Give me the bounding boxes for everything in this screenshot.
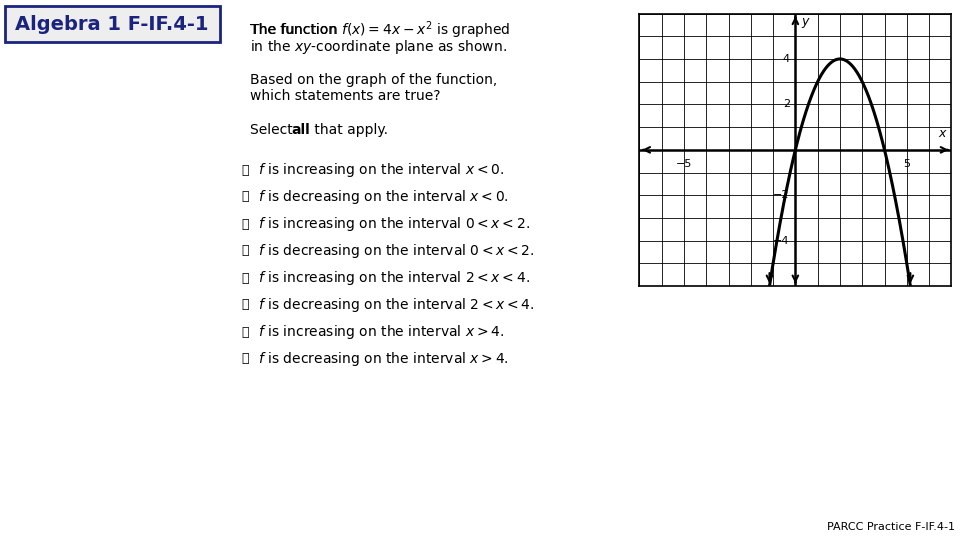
Text: in the $xy$-coordinate plane as shown.: in the $xy$-coordinate plane as shown. [250, 38, 507, 56]
Text: PARCC Practice F-IF.4-1: PARCC Practice F-IF.4-1 [827, 522, 955, 532]
FancyBboxPatch shape [5, 6, 220, 42]
Text: that apply.: that apply. [310, 123, 388, 137]
Text: $f$ is increasing on the interval $0 < x < 2$.: $f$ is increasing on the interval $0 < x… [258, 215, 530, 233]
Text: Ⓔ: Ⓔ [241, 272, 249, 285]
Text: Based on the graph of the function,: Based on the graph of the function, [250, 73, 497, 87]
Text: −4: −4 [774, 236, 790, 246]
Text: which statements are true?: which statements are true? [250, 89, 441, 103]
Text: Algebra 1 F-IF.4-1: Algebra 1 F-IF.4-1 [15, 15, 208, 33]
Text: 2: 2 [782, 99, 790, 110]
Text: $x$: $x$ [938, 126, 948, 140]
Text: $y$: $y$ [801, 16, 811, 30]
Text: $f$ is increasing on the interval $x > 4$.: $f$ is increasing on the interval $x > 4… [258, 323, 504, 341]
Text: $f$ is decreasing on the interval $2 < x < 4$.: $f$ is decreasing on the interval $2 < x… [258, 296, 535, 314]
Text: The function: The function [250, 23, 341, 37]
Text: Ⓐ: Ⓐ [241, 164, 249, 177]
Text: −2: −2 [774, 190, 790, 200]
Text: $f$ is decreasing on the interval $0 < x < 2$.: $f$ is decreasing on the interval $0 < x… [258, 242, 535, 260]
Text: Ⓑ: Ⓑ [241, 191, 249, 204]
Text: Ⓖ: Ⓖ [241, 326, 249, 339]
Text: The function $f(x) = 4x - x^2$ is graphed: The function $f(x) = 4x - x^2$ is graphe… [250, 19, 511, 41]
Text: $f$ is decreasing on the interval $x > 4$.: $f$ is decreasing on the interval $x > 4… [258, 350, 509, 368]
Text: Ⓓ: Ⓓ [241, 245, 249, 258]
Text: 4: 4 [782, 54, 790, 64]
Text: all: all [291, 123, 310, 137]
Text: $f$ is increasing on the interval $x < 0$.: $f$ is increasing on the interval $x < 0… [258, 161, 504, 179]
Text: 5: 5 [903, 159, 910, 169]
Text: Ⓒ: Ⓒ [241, 218, 249, 231]
Text: −5: −5 [676, 159, 692, 169]
Text: $f$ is decreasing on the interval $x < 0$.: $f$ is decreasing on the interval $x < 0… [258, 188, 509, 206]
Text: Ⓗ: Ⓗ [241, 353, 249, 366]
Text: $f$ is increasing on the interval $2 < x < 4$.: $f$ is increasing on the interval $2 < x… [258, 269, 530, 287]
Text: Ⓕ: Ⓕ [241, 299, 249, 312]
Text: Select: Select [250, 123, 298, 137]
